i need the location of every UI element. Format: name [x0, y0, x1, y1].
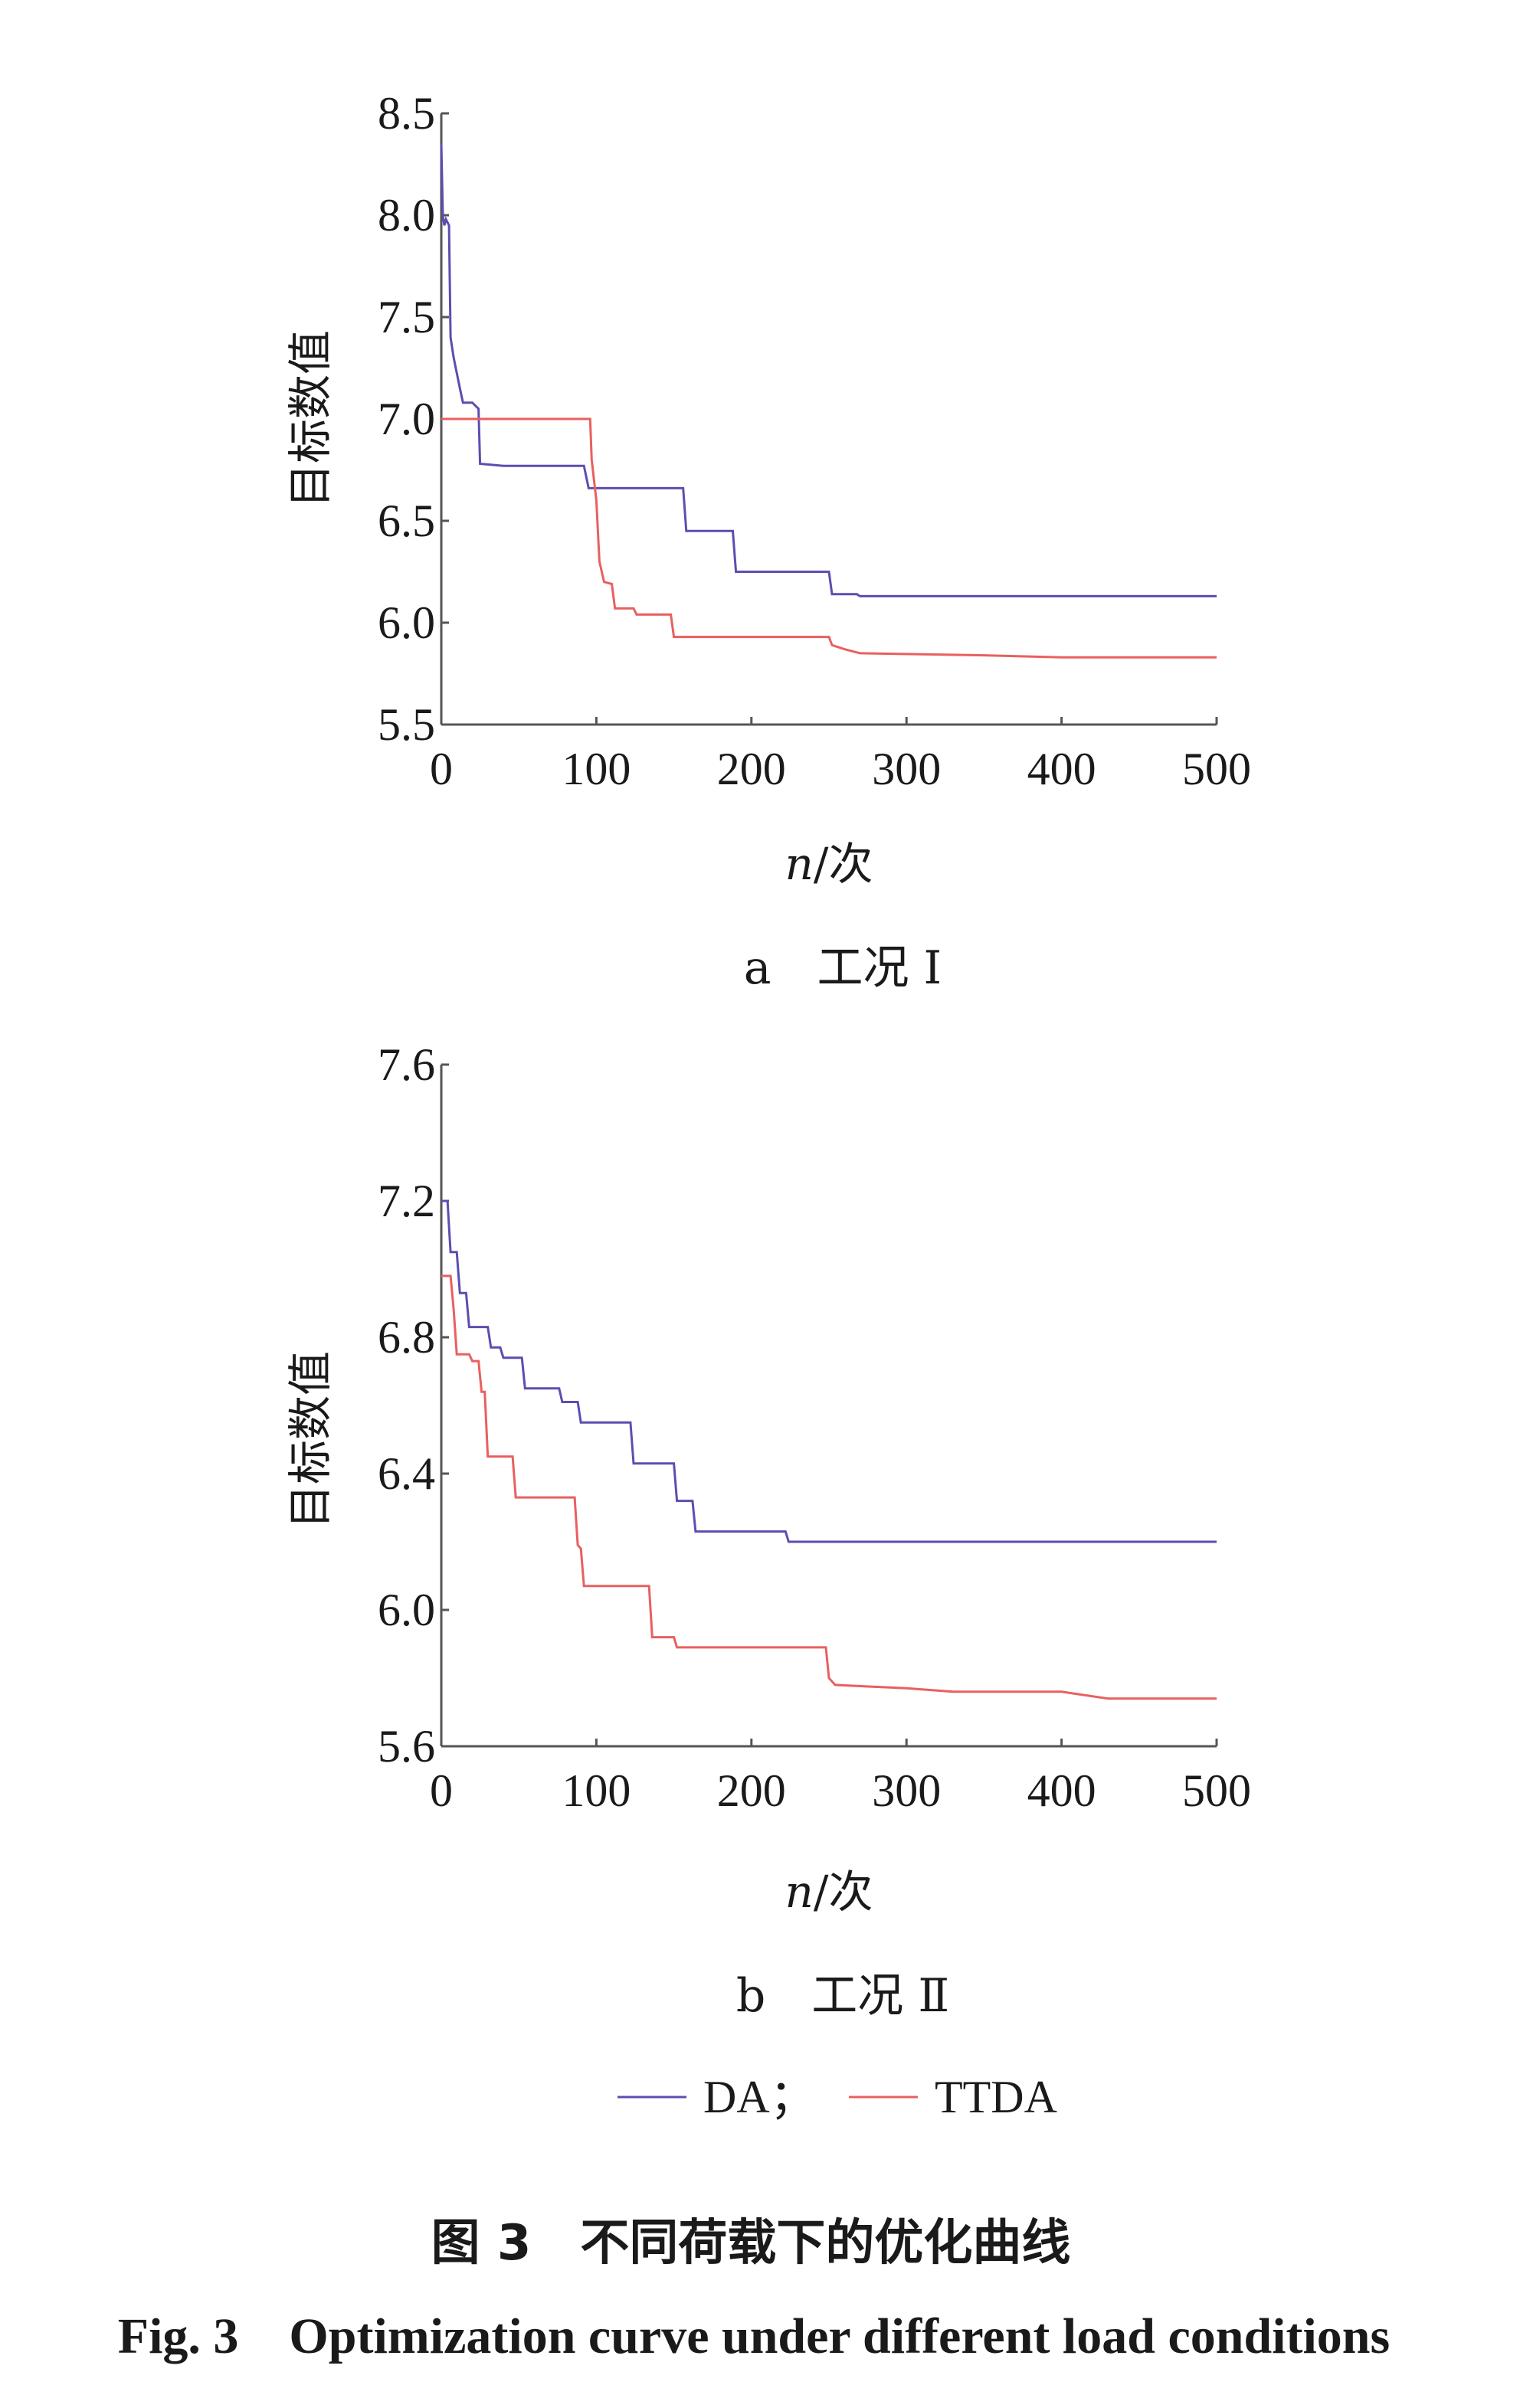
legend-label-da: DA； — [703, 2072, 816, 2122]
x-axis-label: n/次 — [785, 838, 873, 890]
legend-label-ttda: TTDA — [935, 2072, 1057, 2122]
y-tick-label: 6.0 — [378, 597, 435, 648]
chart-panel-a: 5.5 6.0 6.5 7.0 7.5 8.0 8.5 0 100 200 300 400 500 目… — [284, 88, 1251, 995]
series-line-ttda — [441, 1274, 1217, 1700]
y-ticks: 5.6 6.0 6.4 6.8 7.2 7.6 — [378, 1039, 449, 1772]
x-axis-label-var: n — [785, 1866, 814, 1918]
x-tick-label: 500 — [1182, 744, 1251, 794]
y-tick-label: 6.5 — [378, 496, 435, 546]
x-tick-label: 300 — [872, 744, 941, 794]
x-tick-label: 100 — [562, 744, 631, 794]
series-line-da — [441, 1199, 1217, 1543]
x-tick-label: 0 — [430, 744, 453, 794]
y-tick-label: 5.5 — [378, 699, 435, 750]
x-ticks: 0 100 200 300 400 500 — [430, 1739, 1251, 1816]
x-ticks: 0 100 200 300 400 500 — [430, 717, 1251, 794]
x-axis-label: n/次 — [785, 1866, 873, 1918]
series-line-da — [440, 143, 1217, 597]
x-axis-label-unit: /次 — [814, 1866, 873, 1918]
series-group — [440, 143, 1217, 659]
y-tick-label: 8.0 — [378, 190, 435, 240]
x-tick-label: 100 — [562, 1765, 631, 1816]
y-tick-label: 6.4 — [378, 1448, 435, 1499]
x-tick-label: 0 — [430, 1765, 453, 1816]
y-tick-label: 7.5 — [378, 292, 435, 342]
subcaption-b: b 工况 Ⅱ — [736, 1969, 949, 2023]
x-axis-label-var: n — [785, 838, 814, 890]
x-axis-label-unit: /次 — [814, 838, 873, 890]
x-tick-label: 400 — [1027, 744, 1096, 794]
y-tick-label: 5.6 — [378, 1721, 435, 1772]
legend: DA； TTDA — [618, 2072, 1057, 2122]
figure-caption-en: Fig. 3 Optimization curve under differen… — [118, 2308, 1390, 2364]
figure-caption-cn: 图 3 不同荷载下的优化曲线 — [431, 2215, 1071, 2272]
series-line-ttda — [441, 417, 1217, 659]
x-tick-label: 300 — [872, 1765, 941, 1816]
y-tick-label: 6.8 — [378, 1312, 435, 1363]
chart-panel-b: 5.6 6.0 6.4 6.8 7.2 7.6 0 100 200 300 400 500 目标数值… — [284, 1039, 1251, 2023]
y-tick-label: 7.0 — [378, 394, 435, 444]
y-tick-label: 7.2 — [378, 1176, 435, 1226]
series-group — [441, 1199, 1217, 1700]
y-tick-label: 8.5 — [378, 88, 435, 139]
y-tick-label: 6.0 — [378, 1585, 435, 1635]
x-tick-label: 200 — [717, 1765, 786, 1816]
y-axis-label: 目标数值 — [284, 330, 336, 508]
x-tick-label: 500 — [1182, 1765, 1251, 1816]
y-axis-label: 目标数值 — [284, 1351, 336, 1529]
subcaption-a: a 工况 Ⅰ — [744, 941, 942, 995]
y-ticks: 5.5 6.0 6.5 7.0 7.5 8.0 8.5 — [378, 88, 449, 750]
y-tick-label: 7.6 — [378, 1039, 435, 1090]
x-tick-label: 400 — [1027, 1765, 1096, 1816]
x-tick-label: 200 — [717, 744, 786, 794]
